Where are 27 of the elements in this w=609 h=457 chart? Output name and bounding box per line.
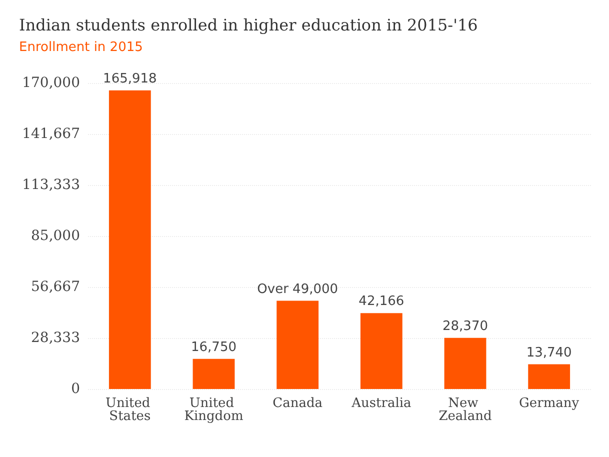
data-label: 28,370 bbox=[442, 318, 488, 334]
y-tick-label: 170,000 bbox=[22, 75, 80, 91]
data-label: Over 49,000 bbox=[257, 282, 338, 297]
bar bbox=[444, 338, 486, 389]
bar bbox=[528, 364, 570, 389]
data-label: 42,166 bbox=[358, 294, 404, 310]
y-tick-label: 56,667 bbox=[31, 279, 80, 295]
y-tick-label: 28,333 bbox=[31, 330, 80, 346]
bar bbox=[360, 313, 402, 389]
y-tick-label: 0 bbox=[71, 381, 80, 397]
data-label: 16,750 bbox=[191, 340, 236, 355]
data-label: 13,740 bbox=[526, 345, 572, 360]
x-tick-label: New Zealand bbox=[438, 396, 492, 424]
x-tick-label: Australia bbox=[350, 396, 412, 411]
y-tick-label: 141,667 bbox=[22, 126, 80, 142]
x-tick-label: United States bbox=[105, 396, 154, 424]
chart-subtitle: Enrollment in 2015 bbox=[19, 40, 143, 55]
bar bbox=[192, 358, 235, 389]
bar bbox=[276, 300, 319, 389]
bar bbox=[108, 90, 151, 389]
chart-title: Indian students enrolled in higher education in 2015-'16 bbox=[19, 16, 478, 34]
y-tick-label: 113,333 bbox=[22, 177, 80, 193]
y-tick-label: 85,000 bbox=[31, 228, 80, 244]
x-tick-label: United Kingdom bbox=[184, 396, 244, 424]
x-tick-label: Germany bbox=[519, 396, 580, 411]
x-tick-label: Canada bbox=[272, 396, 323, 411]
data-label: 165,918 bbox=[103, 71, 157, 86]
